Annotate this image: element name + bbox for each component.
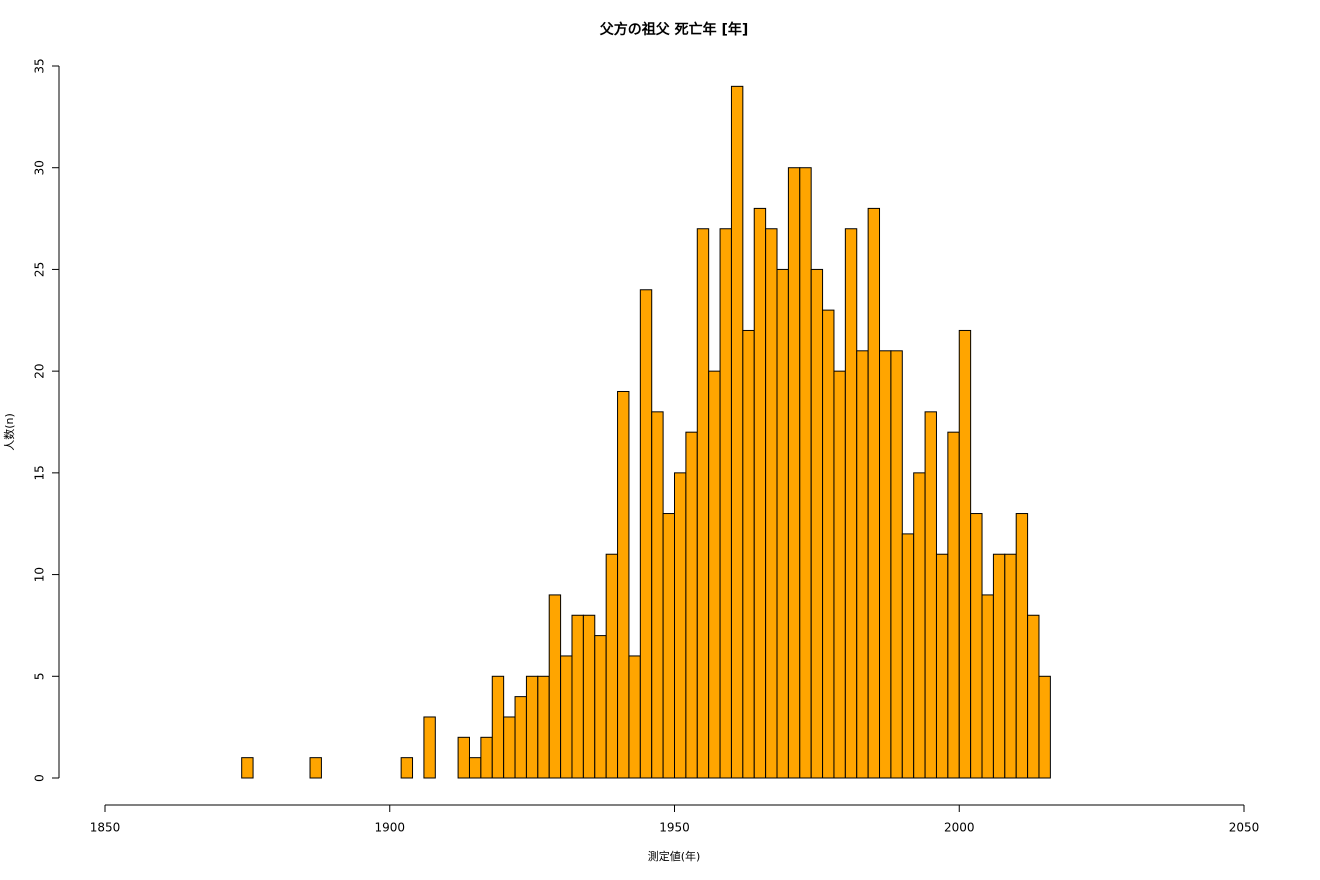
y-tick-label: 0 xyxy=(33,774,47,782)
bar xyxy=(571,614,584,779)
bar xyxy=(787,167,801,779)
bar xyxy=(833,370,846,779)
bar xyxy=(958,329,972,779)
bar xyxy=(457,736,470,779)
bar xyxy=(1015,513,1029,779)
bar xyxy=(309,757,322,779)
bar xyxy=(708,370,721,779)
bar xyxy=(970,513,983,779)
bar xyxy=(844,228,858,779)
x-tick-label: 1850 xyxy=(90,821,121,835)
bar xyxy=(525,675,539,779)
x-tick-label: 1950 xyxy=(659,821,690,835)
bar xyxy=(651,411,664,779)
bar xyxy=(799,167,812,779)
bar xyxy=(776,268,789,779)
bar xyxy=(468,757,482,779)
bar xyxy=(730,85,744,779)
bar xyxy=(867,207,881,779)
bar xyxy=(879,350,892,779)
bar xyxy=(480,736,493,779)
y-tick-label: 20 xyxy=(33,364,47,379)
bar xyxy=(491,675,505,779)
bar xyxy=(582,614,596,779)
x-tick-label: 2000 xyxy=(944,821,975,835)
x-tick-label: 1900 xyxy=(374,821,405,835)
bar xyxy=(514,696,527,779)
y-tick-label: 30 xyxy=(33,160,47,175)
bar xyxy=(992,553,1006,779)
bar xyxy=(913,472,926,779)
bar xyxy=(1027,614,1040,779)
bar xyxy=(400,757,414,779)
y-tick-label: 5 xyxy=(33,672,47,680)
bar xyxy=(935,553,949,779)
bar xyxy=(241,757,254,779)
bar xyxy=(537,675,550,779)
bar xyxy=(639,289,653,779)
x-axis-label: 測定値(年) xyxy=(648,849,701,863)
y-tick-label: 25 xyxy=(33,262,47,277)
bar xyxy=(503,716,516,779)
bar xyxy=(765,228,778,779)
bar xyxy=(674,472,687,779)
bar xyxy=(662,513,675,779)
y-tick-label: 10 xyxy=(33,567,47,582)
y-tick-label: 15 xyxy=(33,465,47,480)
bar xyxy=(901,533,915,779)
bar xyxy=(810,268,824,779)
bar xyxy=(1038,675,1051,779)
y-axis-label: 人数(n) xyxy=(3,413,16,451)
bar xyxy=(685,431,698,779)
bar xyxy=(560,655,573,779)
bar xyxy=(548,594,562,779)
bar xyxy=(628,655,641,779)
bar xyxy=(1004,553,1017,779)
bar xyxy=(742,329,755,779)
bar xyxy=(605,553,619,779)
bar xyxy=(594,635,607,779)
y-tick-label: 35 xyxy=(33,58,47,73)
bar xyxy=(719,228,732,779)
x-tick-label: 2050 xyxy=(1229,821,1260,835)
bar xyxy=(947,431,960,779)
bar xyxy=(981,594,994,779)
bar xyxy=(856,350,869,779)
bar xyxy=(924,411,937,779)
bar xyxy=(753,207,767,779)
bar xyxy=(423,716,436,779)
bar xyxy=(890,350,903,779)
chart-title: 父方の祖父 死亡年 [年] xyxy=(599,21,749,38)
bar xyxy=(617,390,630,779)
bar xyxy=(696,228,710,779)
bar xyxy=(822,309,835,779)
